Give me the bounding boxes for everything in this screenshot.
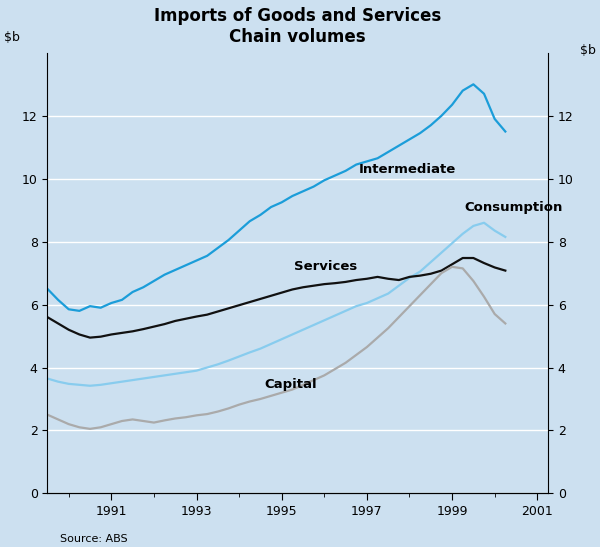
- Y-axis label: $b: $b: [580, 44, 596, 57]
- Text: Capital: Capital: [265, 379, 317, 391]
- Title: Imports of Goods and Services
Chain volumes: Imports of Goods and Services Chain volu…: [154, 7, 441, 46]
- Text: Services: Services: [295, 260, 358, 274]
- Y-axis label: $b: $b: [4, 31, 20, 44]
- Text: Source: ABS: Source: ABS: [60, 533, 128, 544]
- Text: Consumption: Consumption: [465, 201, 563, 213]
- Text: Intermediate: Intermediate: [358, 163, 455, 176]
